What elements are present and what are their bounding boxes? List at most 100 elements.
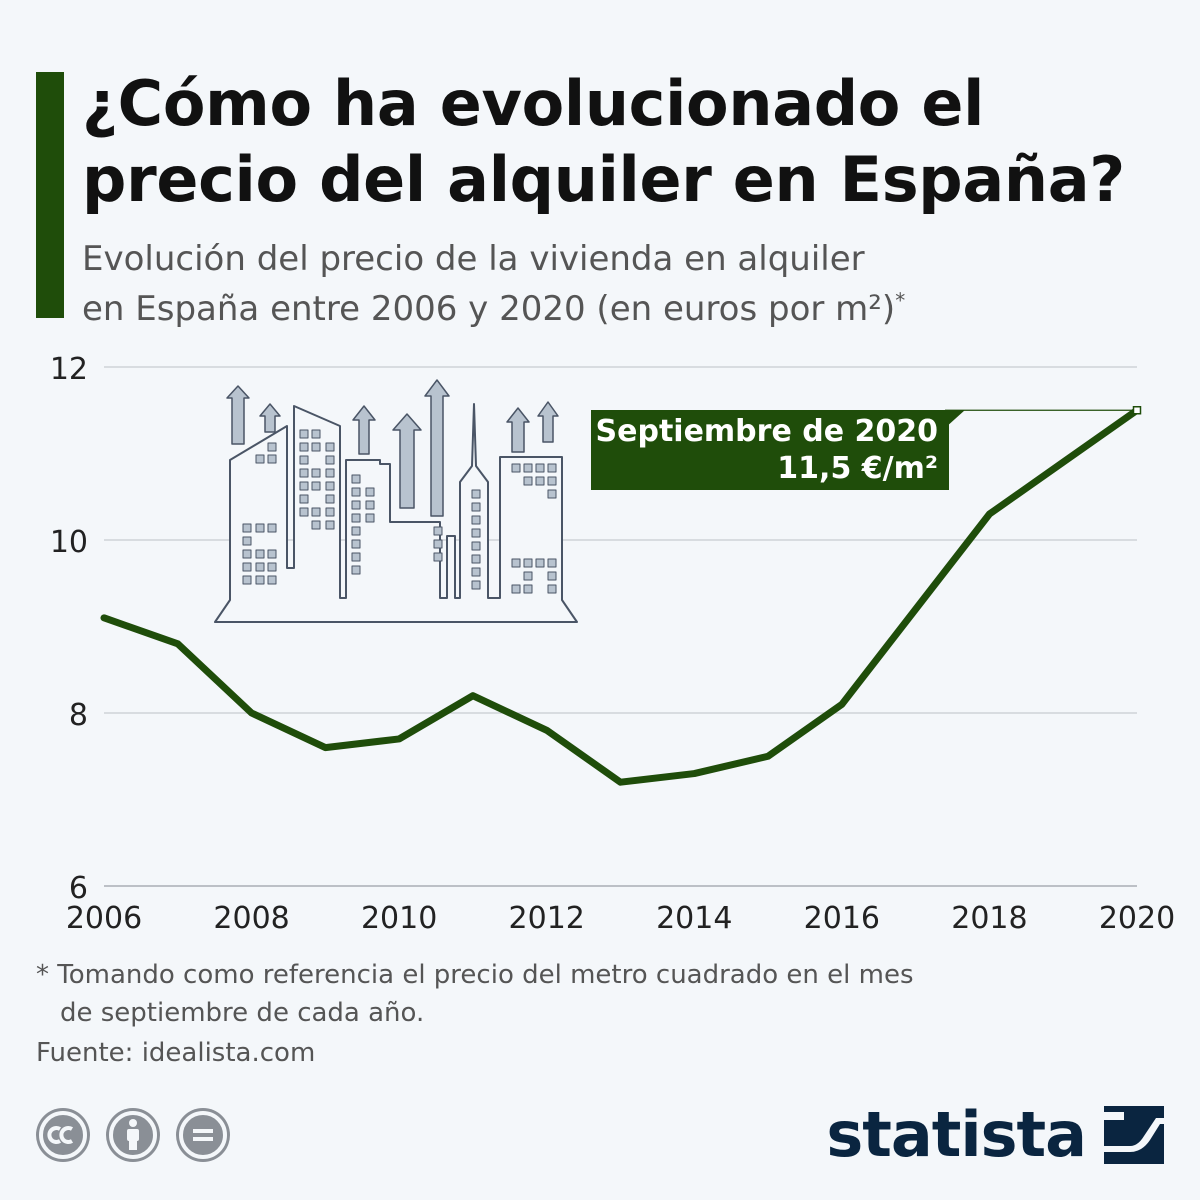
building-window	[267, 442, 277, 452]
building-window	[299, 494, 309, 504]
building-window	[471, 489, 481, 499]
building-window	[471, 580, 481, 590]
statista-mark-icon	[1104, 1105, 1164, 1164]
accent-bar	[36, 72, 64, 318]
subtitle-line-1: Evolución del precio de la vivienda en a…	[82, 239, 865, 279]
building-window	[535, 558, 545, 568]
building-window	[255, 562, 265, 572]
building-window	[351, 565, 361, 575]
license-icons	[36, 1108, 230, 1162]
building-window	[255, 454, 265, 464]
building-window	[299, 429, 309, 439]
building-window	[547, 489, 557, 499]
building-window	[351, 474, 361, 484]
subtitle-line-2: en España entre 2006 y 2020 (en euros po…	[82, 289, 896, 329]
building-window	[311, 520, 321, 530]
building-window	[523, 584, 533, 594]
building-window	[242, 523, 252, 533]
building-window	[325, 494, 335, 504]
chart-subtitle: Evolución del precio de la vivienda en a…	[82, 234, 1162, 334]
building-window	[299, 481, 309, 491]
x-tick-label-2006: 2006	[66, 901, 142, 936]
building-window	[547, 558, 557, 568]
building-window	[311, 507, 321, 517]
x-tick-label-2018: 2018	[951, 901, 1027, 936]
footnote: * Tomando como referencia el precio del …	[36, 956, 914, 1032]
building-window	[471, 502, 481, 512]
building-window	[535, 476, 545, 486]
building-window	[325, 520, 335, 530]
brand-name: statista	[826, 1098, 1087, 1171]
latest-value-annotation: Septiembre de 2020 11,5 €/m²	[591, 406, 1142, 490]
building-window	[351, 526, 361, 536]
building-window	[547, 571, 557, 581]
building-window	[471, 554, 481, 564]
building-window	[511, 558, 521, 568]
y-tick-label-12: 12	[50, 352, 88, 387]
building-window	[267, 549, 277, 559]
building-window	[351, 552, 361, 562]
building-window	[523, 463, 533, 473]
annotation-label: Septiembre de 2020	[596, 414, 938, 449]
title-line-1: ¿Cómo ha evolucionado el	[82, 67, 985, 140]
source-note: Fuente: idealista.com	[36, 1038, 316, 1068]
attribution-icon[interactable]	[106, 1108, 160, 1162]
annotation-notch	[945, 410, 965, 428]
building-window	[267, 562, 277, 572]
building-window	[311, 442, 321, 452]
building-window	[242, 575, 252, 585]
x-axis-ticks: 2006 2008 2010 2012 2014 2016 2018 2020	[66, 901, 1175, 936]
building-window	[523, 558, 533, 568]
annotation-value: 11,5 €/m²	[777, 451, 938, 486]
x-tick-label-2010: 2010	[361, 901, 437, 936]
building-window	[523, 571, 533, 581]
building-window	[325, 455, 335, 465]
y-tick-label-10: 10	[50, 525, 88, 560]
x-tick-label-2008: 2008	[213, 901, 289, 936]
building-window	[267, 454, 277, 464]
building-window	[325, 481, 335, 491]
building-window	[255, 549, 265, 559]
building-window	[311, 468, 321, 478]
building-window	[267, 523, 277, 533]
building-window	[365, 487, 375, 497]
footnote-line-2: de septiembre de cada año.	[60, 998, 425, 1028]
building-window	[325, 507, 335, 517]
building-window	[255, 575, 265, 585]
subtitle-footnote-mark: *	[895, 288, 906, 313]
building-window	[351, 487, 361, 497]
building-window	[325, 468, 335, 478]
building-window	[547, 463, 557, 473]
series-lines	[100, 406, 1141, 786]
building-window	[535, 463, 545, 473]
building-window	[267, 575, 277, 585]
building-window	[311, 429, 321, 439]
building-window	[433, 539, 443, 549]
building-window	[351, 539, 361, 549]
building-window	[242, 562, 252, 572]
building-window	[351, 500, 361, 510]
y-axis-ticks: 6 8 10 12	[50, 352, 88, 906]
chart-title: ¿Cómo ha evolucionado el precio del alqu…	[82, 66, 1162, 218]
building-window	[471, 567, 481, 577]
building-window	[242, 536, 252, 546]
building-window	[299, 507, 309, 517]
subtitle-line-2-wrap: en España entre 2006 y 2020 (en euros po…	[82, 284, 1162, 334]
x-tick-label-2016: 2016	[804, 901, 880, 936]
building-window	[471, 515, 481, 525]
x-tick-label-2012: 2012	[509, 901, 585, 936]
building-window	[511, 584, 521, 594]
no-derivatives-icon[interactable]	[176, 1108, 230, 1162]
building-window	[351, 513, 361, 523]
building-window	[547, 584, 557, 594]
building-window	[547, 476, 557, 486]
title-line-2: precio del alquiler en España?	[82, 143, 1125, 216]
city-buildings-illustration	[214, 379, 578, 623]
building-window	[471, 528, 481, 538]
building-window	[523, 476, 533, 486]
building-window	[511, 463, 521, 473]
statista-logo[interactable]: statista	[826, 1098, 1164, 1171]
building-window	[299, 455, 309, 465]
cc-icon[interactable]	[36, 1108, 90, 1162]
